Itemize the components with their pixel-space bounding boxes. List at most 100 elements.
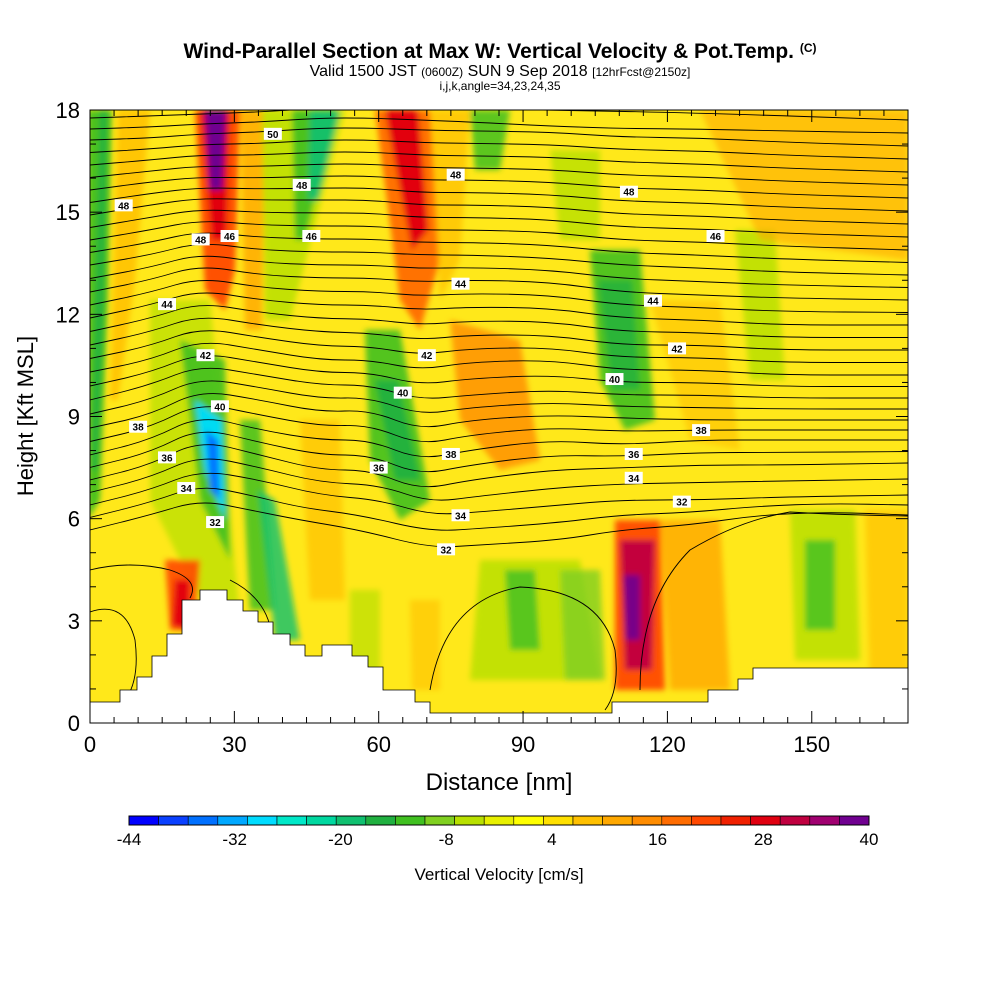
- colorbar-swatch: [217, 815, 248, 826]
- theta-label: 48: [118, 201, 130, 212]
- theta-label: 48: [623, 188, 635, 199]
- velocity-region: [560, 570, 605, 680]
- theta-label-bg: [451, 277, 470, 290]
- colorbar-swatch: [720, 815, 751, 826]
- velocity-region: [206, 430, 220, 500]
- y-tick-labels: 0 3 6 9 12 15 18: [56, 98, 80, 736]
- theta-label: 34: [181, 484, 193, 495]
- colorbar-swatch: [158, 815, 189, 826]
- y-tick-label: 9: [68, 405, 80, 430]
- grid-indices: i,j,k,angle=34,23,24,35: [439, 79, 561, 93]
- theta-contour-line: [90, 487, 908, 531]
- theta-label-bg: [417, 349, 436, 362]
- theta-label: 34: [455, 511, 467, 522]
- velocity-region: [308, 110, 340, 200]
- y-tick-label: 15: [56, 200, 80, 225]
- theta-label-bg: [292, 178, 311, 191]
- plot-area: 50 48 48 48 46 46 48 48 46 44 44 44 42 42 42 40 40 40 38 38…: [90, 110, 908, 723]
- theta-contour-line: [90, 117, 908, 134]
- theta-label-bg: [605, 373, 624, 386]
- theta-label-bg: [157, 451, 176, 464]
- colorbar-swatch: [661, 815, 692, 826]
- theta-contour-line: [90, 151, 908, 173]
- colorbar-tick-label: 40: [860, 830, 879, 849]
- chart-title: Wind-Parallel Section at Max W: Vertical…: [0, 36, 1000, 64]
- colorbar-tick-label: -44: [117, 830, 142, 849]
- theta-label-bg: [446, 168, 465, 181]
- theta-contour-line: [90, 380, 908, 415]
- x-tick-label: 120: [649, 732, 686, 757]
- theta-label: 48: [195, 235, 207, 246]
- theta-contour-line: [90, 367, 908, 401]
- theta-label: 50: [267, 130, 279, 141]
- velocity-region: [735, 230, 785, 380]
- theta-contour-line: [90, 280, 908, 313]
- theta-contour-line: [90, 187, 908, 212]
- colorbar-swatch: [276, 815, 307, 826]
- velocity-region: [375, 380, 420, 480]
- colorbar-swatch: [454, 815, 485, 826]
- colorbar-swatch: [128, 815, 159, 826]
- theta-contour-line: [90, 419, 908, 458]
- theta-contour-line: [90, 393, 908, 429]
- theta-contour-line: [90, 330, 908, 363]
- theta-label-bg: [196, 349, 215, 362]
- theta-label: 34: [628, 474, 640, 485]
- colorbar-swatch: [691, 815, 722, 826]
- theta-label: 36: [161, 453, 173, 464]
- theta-contour-line: [90, 221, 908, 251]
- colorbar-tick-label: 16: [648, 830, 667, 849]
- theta-label: 40: [397, 389, 409, 400]
- theta-label-bg: [441, 447, 460, 460]
- theta-label: 36: [373, 464, 385, 475]
- theta-contour-line: [90, 406, 908, 443]
- valid-date: SUN 9 Sep 2018: [467, 63, 588, 80]
- theta-label-bg: [302, 230, 321, 243]
- valid-time: Valid 1500 JST (0600Z) SUN 9 Sep 2018 [1…: [0, 64, 1000, 80]
- theta-label-bg: [643, 294, 662, 307]
- colorbar-tick-label: -32: [222, 830, 247, 849]
- colorbar-swatch: [513, 815, 544, 826]
- valid-prefix: Valid 1500 JST: [309, 63, 417, 80]
- chart-title-text: Wind-Parallel Section at Max W: Vertical…: [183, 40, 794, 63]
- theta-label-bg: [451, 509, 470, 522]
- forecast-info: [12hrFcst@2150z]: [592, 65, 691, 79]
- velocity-region: [624, 575, 640, 640]
- colorbar-swatch: [602, 815, 633, 826]
- theta-contour-line: [90, 355, 908, 387]
- theta-label-bg: [393, 386, 412, 399]
- theta-contour-line: [90, 292, 908, 326]
- valid-zulu: (0600Z): [421, 65, 464, 79]
- theta-label: 48: [296, 181, 308, 192]
- colorbar-swatch: [335, 815, 367, 826]
- colorbar-swatch: [750, 815, 781, 826]
- theta-contour-line: [90, 244, 908, 276]
- theta-contour-line: [90, 163, 908, 186]
- colorbar-tick-labels: -44 -32 -20 -8 4 16 28 40: [117, 830, 879, 849]
- y-tick-label: 6: [68, 507, 80, 532]
- theta-contour-line: [90, 458, 908, 501]
- colorbar-swatch: [631, 815, 663, 826]
- y-tick-label: 0: [68, 711, 80, 736]
- theta-label-bg: [177, 482, 196, 495]
- velocity-region: [450, 320, 540, 470]
- velocity-region: [110, 110, 150, 400]
- velocity-region: [598, 280, 640, 390]
- theta-contour-line: [90, 198, 908, 225]
- velocity-region: [660, 520, 730, 690]
- theta-label-bg: [114, 199, 133, 212]
- theta-label: 36: [628, 450, 640, 461]
- terrain-mask: [90, 589, 908, 723]
- theta-label-bg: [129, 420, 148, 433]
- x-tick-label: 0: [84, 732, 96, 757]
- theta-label: 32: [210, 518, 222, 529]
- colorbar-swatch: [365, 815, 396, 826]
- theta-contour-line: [90, 127, 908, 147]
- velocity-region: [865, 510, 908, 690]
- theta-label: 42: [200, 351, 212, 362]
- velocity-region: [805, 540, 835, 630]
- colorbar-swatch: [247, 815, 278, 826]
- colorbar-swatch: [543, 815, 574, 826]
- theta-label: 44: [647, 297, 659, 308]
